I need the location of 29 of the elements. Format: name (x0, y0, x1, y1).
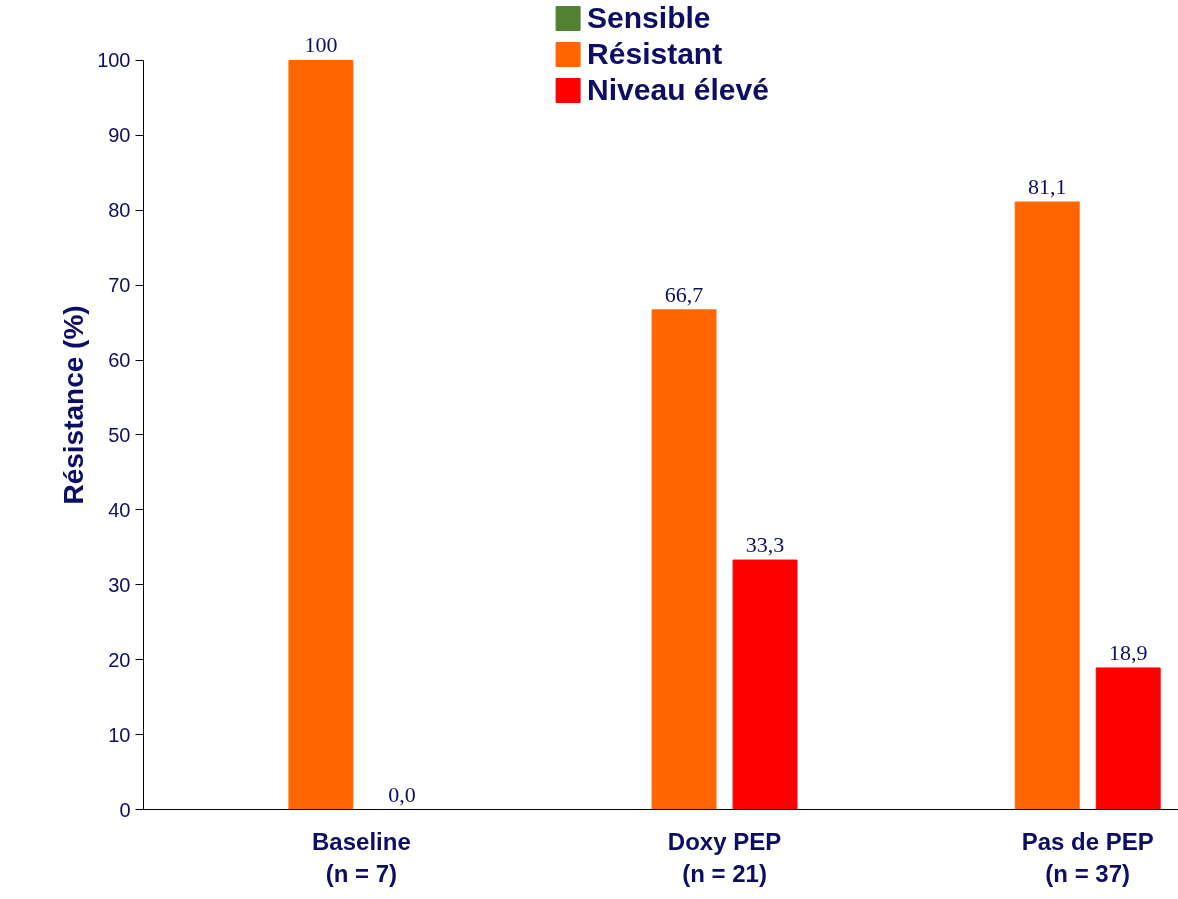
y-tick-label: 60 (108, 349, 131, 372)
data-label: 100 (304, 32, 338, 58)
y-tick-label: 10 (108, 723, 131, 746)
legend-label: Niveau élevé (587, 72, 769, 108)
bar (1095, 667, 1161, 810)
y-tick-label: 70 (108, 274, 131, 297)
data-label: 66,7 (664, 281, 704, 307)
y-axis-title: Résistance (%) (58, 305, 90, 505)
y-tick-label: 100 (97, 49, 131, 72)
data-label: 18,9 (1108, 639, 1148, 665)
legend-label: Résistant (587, 36, 723, 72)
y-tick-label: 80 (108, 199, 131, 222)
y-tick-label: 0 (119, 798, 131, 821)
y-tick-label: 40 (108, 498, 131, 521)
y-tick-label: 30 (108, 573, 131, 596)
bar (288, 59, 354, 810)
data-label: 81,1 (1027, 174, 1067, 199)
legend-label: Sensible (587, 0, 711, 36)
x-tick-label: Doxy PEP (n = 21) (667, 827, 782, 887)
bar (651, 309, 717, 810)
bar (1014, 201, 1080, 810)
data-label: 33,3 (745, 532, 785, 558)
bar (732, 559, 798, 810)
y-tick-label: 20 (108, 648, 131, 671)
data-label: 0,0 (388, 781, 416, 807)
y-tick-label: 50 (108, 423, 131, 446)
x-tick-label: Pas de PEP (n = 37) (1021, 827, 1154, 887)
y-tick-label: 90 (108, 124, 131, 147)
x-tick-label: Baseline (n = 7) (312, 827, 411, 887)
